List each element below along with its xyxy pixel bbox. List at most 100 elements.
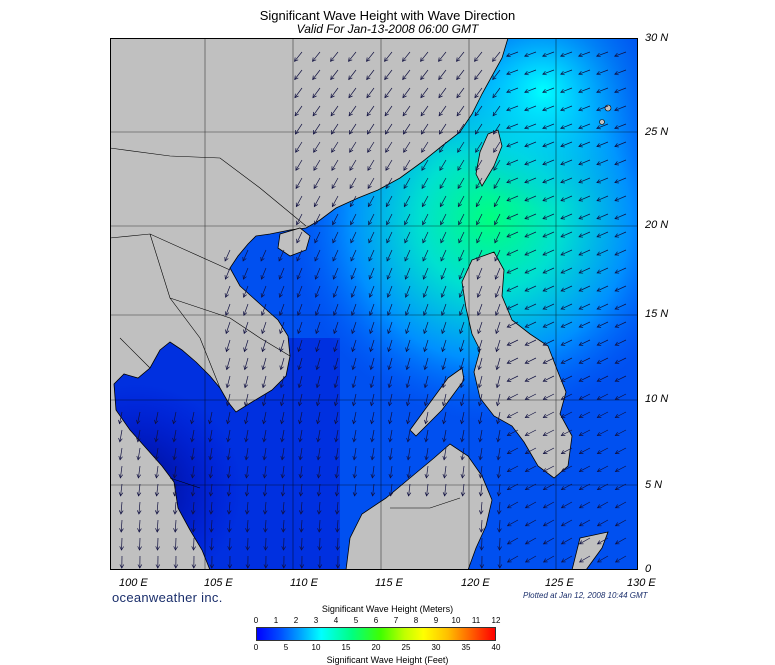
wave-arrow	[441, 303, 447, 316]
wave-arrow-head	[578, 323, 584, 328]
wave-arrow-head	[334, 492, 340, 497]
wave-arrow	[578, 231, 591, 238]
wave-arrow	[336, 519, 339, 533]
wave-arrow	[318, 519, 321, 533]
wave-arrow	[596, 231, 609, 238]
wave-arrow	[425, 447, 429, 460]
wave-arrow-head	[367, 148, 372, 153]
wave-arrow-head	[477, 383, 482, 389]
wave-arrow	[330, 51, 339, 62]
wave-arrow-head	[456, 75, 461, 81]
wave-arrow	[507, 555, 519, 563]
wave-arrow-head	[578, 377, 584, 382]
wave-arrow-head	[560, 179, 565, 184]
wave-arrow	[261, 267, 267, 280]
wave-arrow	[333, 321, 339, 334]
wave-arrow	[280, 357, 285, 370]
wave-arrow	[542, 249, 555, 256]
wave-arrow-head	[478, 473, 483, 479]
wave-arrow-head	[190, 437, 195, 443]
wave-arrow	[314, 231, 321, 243]
wave-arrow-head	[560, 468, 566, 473]
wave-arrow	[459, 321, 465, 334]
wave-arrow	[560, 177, 573, 183]
wave-arrow	[441, 321, 447, 334]
wave-arrow-head	[335, 564, 341, 569]
wave-arrow-head	[403, 202, 408, 208]
wave-arrow	[332, 249, 339, 262]
wave-arrow	[246, 501, 249, 515]
wave-arrow-head	[506, 287, 512, 292]
wave-arrow-head	[542, 395, 548, 400]
wave-arrow-head	[118, 510, 124, 515]
wave-arrow-head	[317, 546, 322, 551]
wave-arrow-head	[578, 215, 584, 220]
wave-arrow	[524, 141, 537, 147]
wave-arrow-head	[460, 419, 465, 425]
legend-tick-meters: 12	[491, 616, 501, 625]
wave-arrow	[524, 195, 537, 202]
wave-arrow-head	[369, 401, 375, 407]
wave-arrow-head	[370, 473, 375, 479]
wave-arrow-head	[458, 275, 463, 280]
wave-arrow	[424, 393, 429, 406]
wave-arrow	[138, 465, 141, 478]
wave-arrow-head	[496, 437, 501, 443]
wave-arrow-head	[596, 377, 602, 382]
lat-label-0: 0	[645, 563, 652, 575]
wave-arrow	[422, 213, 429, 225]
wave-arrow	[494, 231, 501, 243]
wave-arrow	[579, 501, 591, 509]
wave-arrow-head	[402, 57, 407, 62]
wave-arrow	[330, 105, 339, 117]
wave-arrow-head	[524, 504, 530, 509]
wave-arrow	[542, 213, 555, 220]
wave-arrow-head	[596, 558, 602, 563]
wave-arrow-head	[596, 540, 602, 545]
wave-arrow	[474, 105, 483, 117]
wave-arrow-head	[244, 473, 249, 479]
wave-arrow	[348, 69, 357, 80]
wave-arrow	[294, 105, 303, 117]
wave-arrow-head	[137, 564, 143, 569]
wave-arrow-head	[404, 311, 410, 316]
lat-label-20n: 20 N	[645, 219, 669, 231]
wave-arrow-head	[352, 492, 358, 497]
wave-arrow-head	[560, 323, 566, 328]
wave-arrow-head	[333, 365, 338, 371]
wave-arrow	[209, 447, 213, 460]
wave-arrow-head	[423, 347, 428, 353]
wave-arrow-head	[496, 419, 501, 425]
wave-arrow-head	[494, 275, 499, 280]
wave-arrow	[332, 231, 339, 243]
wave-arrow	[174, 501, 177, 515]
wave-arrow	[317, 411, 321, 424]
wave-arrow-head	[348, 57, 353, 62]
wave-arrow-head	[478, 492, 484, 497]
wave-arrow-head	[316, 437, 321, 443]
wave-arrow	[597, 429, 609, 436]
wave-arrow-head	[478, 455, 483, 461]
wave-arrow	[479, 411, 483, 424]
wave-arrow-head	[404, 220, 409, 226]
wave-arrow-head	[348, 93, 353, 99]
wave-arrow-head	[297, 347, 302, 353]
wave-arrow	[313, 195, 321, 207]
wave-arrow-head	[560, 107, 565, 112]
wave-arrow	[507, 519, 519, 527]
wave-arrow	[295, 141, 303, 153]
wave-arrow	[402, 69, 411, 80]
wave-arrow-head	[478, 419, 483, 425]
wave-arrow	[614, 141, 627, 147]
wave-arrow-head	[261, 401, 267, 407]
wave-arrow	[560, 159, 573, 165]
wave-arrow-head	[281, 528, 286, 533]
wave-arrow	[456, 51, 465, 62]
wave-arrow	[225, 303, 231, 316]
land-hainan	[277, 227, 311, 257]
wave-arrow	[367, 159, 375, 171]
wave-arrow-head	[578, 341, 584, 346]
wave-arrow	[245, 447, 249, 460]
wave-arrow	[543, 519, 555, 527]
wave-arrow-head	[542, 143, 547, 148]
